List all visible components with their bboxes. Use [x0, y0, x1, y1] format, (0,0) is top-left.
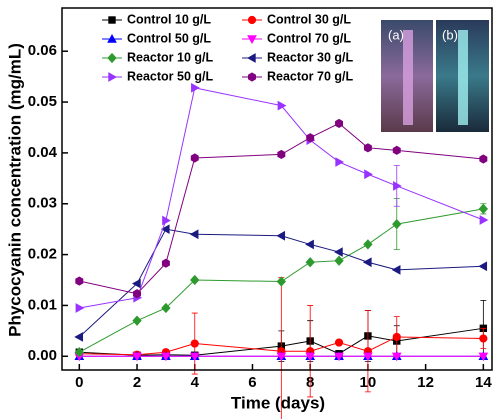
- data-point: [133, 289, 142, 299]
- data-point: [479, 334, 488, 343]
- y-tick-label: 0.00: [28, 347, 57, 364]
- legend-marker: [248, 72, 256, 82]
- data-point: [276, 276, 287, 287]
- data-point: [334, 338, 344, 347]
- data-line: [79, 87, 484, 309]
- data-point: [362, 257, 372, 268]
- y-tick-label: 0.05: [28, 93, 57, 110]
- y-tick-label: 0.02: [28, 246, 57, 263]
- data-point: [277, 100, 287, 111]
- legend-label: Reactor 10 g/L: [127, 50, 214, 64]
- legend-marker: [108, 16, 116, 24]
- data-point: [161, 258, 170, 268]
- data-point: [276, 352, 287, 362]
- data-point: [277, 149, 286, 160]
- data-point: [363, 239, 373, 250]
- annotation: (b): [442, 27, 458, 42]
- plot-frame: [61, 7, 493, 371]
- legend-label: Reactor 70 g/L: [267, 69, 354, 83]
- data-point: [132, 352, 142, 362]
- data-point: [334, 247, 343, 257]
- data-point: [391, 352, 402, 362]
- data-point: [305, 239, 314, 250]
- x-tick-label: 6: [248, 374, 256, 391]
- legend-marker: [247, 15, 257, 25]
- data-point: [162, 215, 171, 226]
- data-point: [393, 181, 402, 191]
- data-point: [160, 224, 170, 235]
- data-point: [334, 352, 344, 362]
- data-point: [392, 218, 402, 230]
- data-point: [478, 203, 489, 214]
- data-point: [391, 264, 401, 275]
- x-tick-label: 2: [133, 374, 141, 391]
- data-point: [161, 352, 171, 362]
- x-tick-label: 4: [191, 374, 200, 391]
- data-point: [305, 352, 316, 362]
- legend-marker: [246, 53, 256, 63]
- x-tick-label: 0: [75, 374, 83, 391]
- x-tick-label: 12: [417, 374, 434, 391]
- legend-label: Reactor 50 g/L: [127, 69, 214, 83]
- data-point: [364, 169, 373, 180]
- data-point: [478, 261, 488, 272]
- data-line: [79, 122, 484, 295]
- annotation: (a): [388, 27, 404, 42]
- data-point: [190, 153, 199, 163]
- data-point: [306, 133, 315, 143]
- data-point: [190, 339, 199, 348]
- legend-label: Control 50 g/L: [127, 31, 211, 45]
- data-point: [191, 82, 200, 93]
- data-line: [78, 228, 484, 338]
- legend-marker: [107, 33, 117, 43]
- data-point: [392, 145, 401, 155]
- y-tick-label: 0.01: [28, 296, 57, 313]
- data-point: [74, 332, 84, 342]
- x-tick-label: 14: [475, 374, 492, 391]
- y-tick-label: 0.04: [28, 144, 58, 161]
- inset-photo: (a) (b): [381, 20, 489, 132]
- data-line: [79, 327, 484, 356]
- data-point: [392, 332, 401, 342]
- x-axis-label: Time (days): [231, 393, 325, 412]
- data-point: [305, 257, 315, 268]
- data-point: [334, 255, 344, 266]
- y-tick-label: 0.03: [28, 195, 57, 212]
- data-point: [132, 278, 141, 289]
- data-line: [79, 208, 484, 353]
- data-line: [79, 336, 484, 356]
- data-point: [189, 352, 200, 362]
- legend-marker: [108, 72, 118, 82]
- data-point: [161, 302, 171, 314]
- legend-marker: [247, 35, 257, 45]
- data-point: [190, 274, 200, 286]
- data-point: [478, 352, 489, 362]
- data-point: [363, 143, 372, 153]
- data-point: [335, 118, 344, 128]
- data-point: [75, 276, 84, 286]
- legend-marker: [107, 52, 117, 64]
- data-point: [132, 315, 142, 326]
- data-point: [74, 347, 84, 358]
- data-point: [479, 215, 489, 225]
- legend-label: Control 30 g/L: [267, 12, 351, 26]
- legend-label: Control 70 g/L: [267, 31, 351, 45]
- data-point: [75, 303, 85, 313]
- tube-a: [403, 30, 413, 125]
- legend-label: Control 10 g/L: [127, 12, 211, 26]
- y-tick-label: 0.06: [28, 42, 57, 59]
- y-axis-label: Phycocyanin concentration (mg/mL): [5, 43, 24, 337]
- data-point: [335, 157, 345, 167]
- data-point: [276, 230, 286, 241]
- data-point: [189, 229, 199, 240]
- tube-b: [458, 30, 468, 125]
- data-point: [363, 352, 373, 362]
- data-point: [479, 154, 488, 164]
- legend-label: Reactor 30 g/L: [267, 50, 354, 64]
